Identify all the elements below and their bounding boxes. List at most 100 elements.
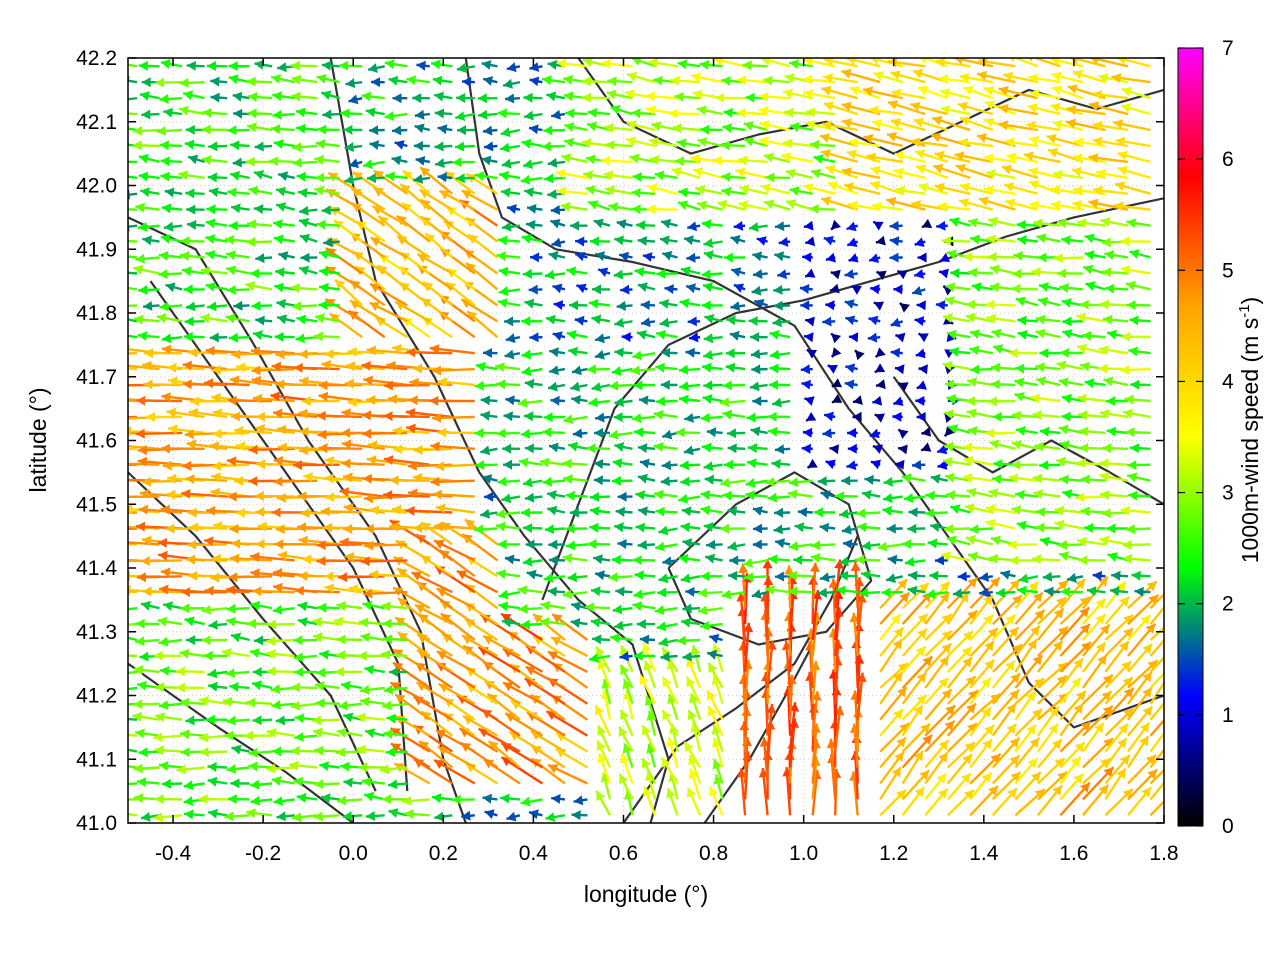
wind-arrow [908,507,926,518]
x-tick-label: 1.2 [879,842,908,865]
colorbar-tick-label: 2 [1222,593,1234,616]
wind-arrow [991,660,1016,689]
wind-arrow [569,507,588,518]
wind-arrow [661,460,678,471]
wind-arrow [474,428,498,439]
wind-arrow [846,237,859,247]
wind-arrow [896,269,908,280]
wind-arrow [211,553,250,564]
wind-arrow [183,780,205,791]
wind-arrow [1128,346,1151,357]
wind-arrow [251,300,273,311]
wind-arrow [678,553,701,564]
wind-arrow [987,252,1016,262]
wind-arrow [793,555,813,565]
wind-arrow [633,650,656,661]
wind-arrow [413,445,453,455]
wind-arrow [454,141,475,152]
wind-arrow [135,728,160,739]
wind-arrow [785,168,813,180]
wind-arrow [843,182,881,195]
wind-arrow [924,508,948,519]
contour-line [667,471,873,646]
wind-arrow [371,204,408,227]
wind-arrow [389,727,431,753]
wind-arrow [1080,506,1106,517]
wind-arrow [135,428,183,439]
wind-arrow [455,173,475,184]
wind-arrow [1092,120,1129,132]
wind-arrow [1014,788,1046,817]
wind-arrow [589,522,611,533]
wind-arrow [929,570,948,581]
wind-arrow [228,220,250,231]
wind-arrow [389,667,408,677]
wind-arrow [161,203,183,214]
wind-arrow [1008,348,1038,358]
wind-arrow [387,779,408,790]
wind-arrow [686,787,702,816]
wind-arrow [794,522,813,533]
wind-arrow [1059,474,1083,485]
wind-arrow [368,569,408,580]
wind-arrow [272,91,295,102]
wind-arrow [210,76,228,87]
wind-arrow [128,304,138,308]
wind-arrow [290,700,318,711]
wind-arrow [155,712,183,723]
wind-arrow [205,250,228,260]
wind-arrow [675,427,701,438]
wind-arrow [762,559,773,609]
wind-arrow [128,334,138,339]
wind-arrow [668,108,701,119]
wind-arrow [813,507,836,518]
wind-arrow [231,349,273,360]
wind-arrow [934,182,971,195]
wind-arrow [145,412,183,422]
wind-arrow [1127,686,1153,721]
wind-arrow [369,505,408,516]
wind-arrow [128,255,138,259]
wind-arrow [879,686,908,721]
wind-arrow [431,365,475,376]
wind-arrow [291,812,318,823]
wind-arrow [1023,151,1061,164]
wind-arrow [383,455,430,466]
wind-arrow [1121,331,1151,342]
colorbar-tick-label: 7 [1222,37,1234,60]
wind-arrow [437,172,453,183]
wind-arrow [179,251,205,261]
wind-arrow [642,642,657,673]
wind-arrow [924,580,951,610]
wind-arrow [875,379,886,390]
wind-arrow [622,678,634,705]
wind-arrow [831,378,843,388]
wind-arrow [751,285,768,296]
wind-arrow [502,681,543,705]
wind-arrow [924,719,956,753]
wind-arrow [1014,654,1044,689]
wind-arrow [461,77,475,87]
wind-arrow [272,109,295,120]
wind-arrow [273,234,295,245]
wind-arrow [969,692,1001,721]
wind-arrow [892,411,903,422]
y-tick-label: 41.5 [76,493,117,516]
contour-line [149,280,409,792]
wind-arrow [585,602,611,613]
wind-arrow [959,72,994,84]
wind-arrow [616,300,633,311]
wind-arrow [212,461,250,471]
wind-arrow [788,586,813,597]
wind-arrow [377,215,409,243]
wind-arrow [1075,312,1106,323]
wind-arrow [506,811,521,822]
wind-arrow [1103,376,1129,387]
wind-arrow [497,298,521,308]
wind-arrow [348,94,363,105]
wind-arrow [384,111,408,121]
wind-arrow [498,170,521,181]
wind-arrow [128,127,138,132]
wind-arrow [588,298,611,309]
wind-arrow [455,111,476,121]
